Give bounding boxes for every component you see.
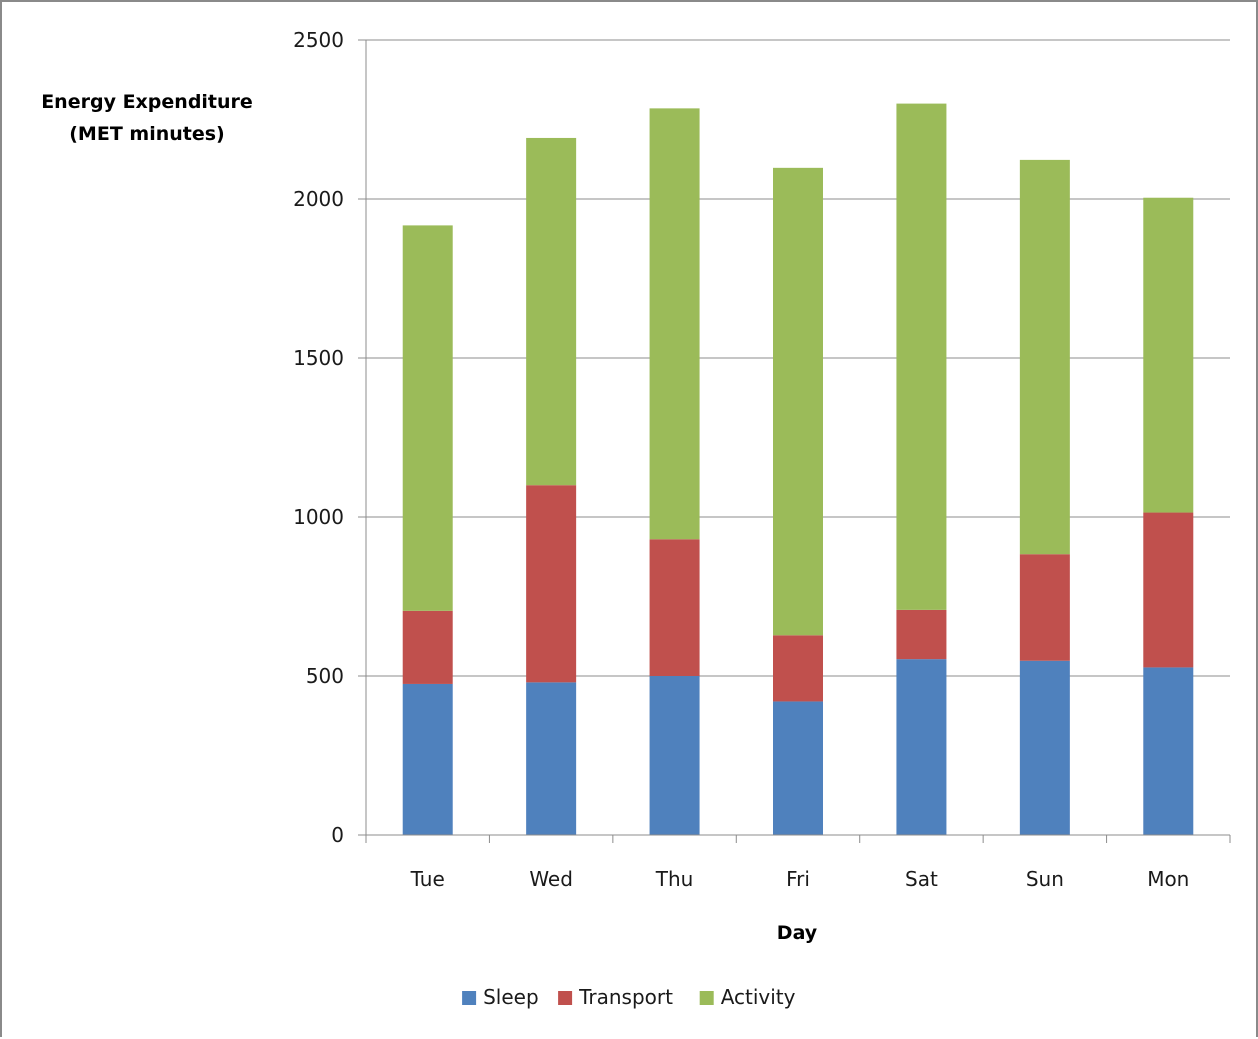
bar-segment-activity-thu: [649, 108, 700, 540]
x-tick-label-wed: Wed: [529, 867, 573, 891]
bar-segment-sleep-tue: [402, 683, 453, 835]
x-tick-label-mon: Mon: [1147, 867, 1189, 891]
bar-segment-activity-tue: [402, 225, 453, 611]
x-tick-label-fri: Fri: [786, 867, 810, 891]
legend-swatch-transport: [558, 991, 573, 1005]
bar-segment-activity-sun: [1019, 159, 1070, 555]
bar-segment-activity-wed: [526, 137, 577, 486]
legend-swatch-activity: [699, 991, 714, 1005]
bar-segment-sleep-sun: [1019, 660, 1070, 835]
x-tick-label-sun: Sun: [1026, 867, 1064, 891]
bar-segment-transport-sat: [896, 609, 947, 660]
bar-segment-sleep-wed: [526, 682, 577, 835]
y-tick-label: 2500: [293, 28, 344, 52]
axes: [358, 39, 1231, 843]
bar-segment-sleep-thu: [649, 676, 700, 835]
y-tick-label: 0: [331, 823, 344, 847]
legend-swatch-sleep: [462, 991, 477, 1005]
bar-segment-activity-mon: [1143, 197, 1194, 513]
x-tick-labels: Tue Wed Thu Fri Sat Sun Mon: [410, 867, 1190, 891]
bar-segment-sleep-mon: [1143, 667, 1194, 835]
y-tick-label: 1000: [293, 505, 344, 529]
y-tick-labels: 0 500 1000 1500 2000 2500: [293, 28, 344, 847]
y-tick-label: 2000: [293, 187, 344, 211]
y-tick-label: 500: [306, 664, 344, 688]
x-axis-title: Day: [777, 922, 818, 944]
bar-segment-sleep-fri: [773, 701, 823, 835]
bar-segment-transport-fri: [773, 635, 823, 702]
y-tick-label: 1500: [293, 346, 344, 370]
y-axis-title-line-1: Energy Expenditure: [41, 91, 253, 113]
x-tick-label-sat: Sat: [905, 867, 938, 891]
bar-segment-transport-mon: [1143, 512, 1194, 668]
bar-segment-transport-tue: [402, 610, 453, 684]
bar-segment-sleep-sat: [896, 659, 947, 835]
legend-label-sleep: Sleep: [483, 985, 539, 1009]
x-tick-label-thu: Thu: [655, 867, 694, 891]
bar-segment-transport-wed: [526, 485, 577, 683]
y-axis-title-line-2: (MET minutes): [69, 123, 224, 145]
legend: Sleep Transport Activity: [462, 985, 796, 1009]
bar-segment-activity-sat: [896, 103, 947, 610]
legend-label-activity: Activity: [721, 985, 796, 1009]
x-tick-label-tue: Tue: [410, 867, 445, 891]
bar-segment-transport-sun: [1019, 554, 1070, 661]
legend-label-transport: Transport: [578, 985, 673, 1009]
bars: [402, 103, 1194, 835]
bar-segment-activity-fri: [773, 167, 823, 636]
bar-segment-transport-thu: [649, 539, 700, 676]
